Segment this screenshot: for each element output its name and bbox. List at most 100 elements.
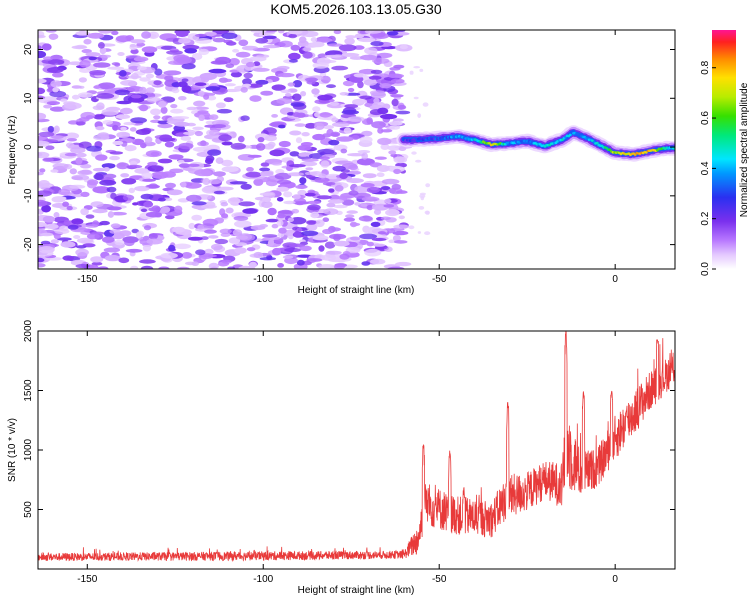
snr-panel: -150 -100 -50 0 500 1000 1500 2000 Height of s… — [7, 319, 676, 596]
heatmap-noise-blob — [51, 196, 66, 203]
heatmap-noise-blob — [103, 173, 117, 179]
heatmap-noise-blob — [203, 94, 210, 100]
heatmap-noise-blob — [177, 159, 185, 164]
heatmap-y-axis: -20 -10 0 10 20 — [23, 44, 675, 252]
heatmap-noise-blob — [213, 171, 226, 177]
heatmap-noise-blob — [236, 64, 251, 73]
heatmap-noise-blob — [81, 49, 92, 54]
heatmap-noise-blob — [271, 84, 286, 91]
heatmap-noise-blob — [172, 116, 190, 120]
heatmap-noise-blob — [197, 90, 205, 97]
heatmap-noise-blob — [310, 171, 323, 177]
heatmap-noise-blob — [398, 215, 405, 220]
x-tick-label: -50 — [432, 574, 447, 585]
heatmap-noise-blob — [255, 38, 269, 44]
heatmap-noise-blob — [305, 77, 318, 82]
heatmap-noise-blob — [75, 157, 83, 165]
heatmap-x-label: Height of straight line (km) — [298, 285, 415, 296]
heatmap-noise-blob — [288, 52, 301, 61]
heatmap-noise-speck — [420, 196, 425, 201]
heatmap-noise-blob — [140, 193, 154, 200]
heatmap-noise-blob — [125, 248, 143, 253]
heatmap-noise-blob — [193, 106, 209, 111]
heatmap-noise-blob — [271, 162, 282, 166]
heatmap-noise-blob — [53, 232, 61, 240]
heatmap-noise-blob — [69, 168, 78, 175]
heatmap-noise-blob — [151, 205, 161, 213]
heatmap-noise-blob — [83, 38, 92, 45]
heatmap-noise-blob — [320, 160, 330, 168]
heatmap-noise-blob — [46, 101, 61, 106]
snr-series-line — [38, 331, 675, 562]
heatmap-noise-blob — [240, 86, 248, 93]
heatmap-noise-blob — [99, 220, 110, 226]
heatmap-noise-blob — [366, 204, 374, 211]
heatmap-noise-blob — [253, 251, 264, 259]
heatmap-noise-blob — [249, 95, 262, 102]
heatmap-noise-blob — [38, 50, 47, 59]
heatmap-noise-blob — [304, 192, 316, 197]
heatmap-noise-blob — [107, 66, 125, 70]
heatmap-noise-blob — [267, 239, 275, 247]
heatmap-noise-blob — [272, 247, 282, 256]
heatmap-noise-blob — [208, 68, 227, 74]
heatmap-noise-blob — [86, 233, 100, 240]
heatmap-noise-blob — [333, 30, 342, 35]
heatmap-noise-blob — [104, 254, 121, 262]
heatmap-noise-blob — [130, 39, 146, 44]
heatmap-noise-blob — [295, 137, 303, 144]
heatmap-noise-blob — [220, 202, 229, 207]
heatmap-noise-blob — [288, 59, 298, 63]
heatmap-noise-blob — [326, 250, 342, 255]
heatmap-noise-blob — [67, 224, 79, 230]
heatmap-noise-blob — [314, 111, 321, 118]
heatmap-noise-blob — [101, 54, 112, 58]
heatmap-noise-blob — [174, 121, 190, 127]
heatmap-noise-blob — [170, 108, 184, 114]
heatmap-noise-blob — [230, 142, 246, 150]
heatmap-noise-blob — [178, 142, 194, 150]
heatmap-noise-blob — [46, 67, 64, 73]
heatmap-noise-blob — [62, 201, 69, 207]
heatmap-noise-blob — [299, 245, 312, 252]
heatmap-noise-blob — [340, 148, 348, 154]
heatmap-noise-blob — [357, 37, 376, 43]
heatmap-noise-blob — [252, 67, 270, 72]
heatmap-noise-blob — [38, 190, 52, 197]
heatmap-noise-blob — [398, 146, 407, 151]
heatmap-noise-blob — [188, 222, 196, 230]
heatmap-noise-blob — [63, 219, 71, 226]
heatmap-noise-blob — [360, 183, 375, 188]
heatmap-noise-blob — [361, 196, 380, 202]
heatmap-noise-blob — [41, 205, 51, 213]
heatmap-noise-blob — [187, 236, 203, 241]
heatmap-noise-blob — [148, 233, 158, 240]
heatmap-noise-blob — [387, 145, 403, 151]
heatmap-noise-blob — [134, 185, 150, 192]
heatmap-noise-blob — [364, 248, 382, 257]
heatmap-noise-blob — [341, 52, 360, 57]
heatmap-noise-blob — [334, 160, 353, 165]
heatmap-noise-blob — [361, 152, 369, 160]
heatmap-noise-blob — [147, 165, 164, 172]
heatmap-noise-blob — [130, 94, 142, 99]
heatmap-noise-blob — [194, 82, 207, 86]
heatmap-noise-blob — [193, 100, 206, 107]
heatmap-noise-blob — [169, 168, 184, 174]
heatmap-noise-blob — [288, 30, 302, 35]
heatmap-noise-blob — [178, 163, 191, 168]
heatmap-noise-blob — [292, 193, 301, 200]
heatmap-noise-blob — [393, 240, 408, 244]
heatmap-noise-blob — [50, 239, 59, 244]
heatmap-noise-blob — [126, 164, 143, 169]
heatmap-noise-blob — [262, 234, 278, 238]
heatmap-noise-blob — [164, 141, 175, 148]
heatmap-noise-blob — [373, 209, 382, 216]
heatmap-noise-blob — [168, 154, 184, 160]
heatmap-noise-blob — [249, 261, 257, 268]
heatmap-noise-blob — [124, 239, 135, 247]
heatmap-noise-blob — [344, 37, 355, 45]
heatmap-noise-blob — [276, 98, 293, 105]
heatmap-noise-blob — [283, 200, 296, 205]
heatmap-noise-blob — [324, 241, 336, 249]
